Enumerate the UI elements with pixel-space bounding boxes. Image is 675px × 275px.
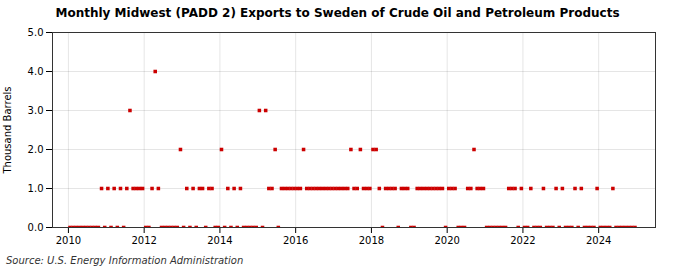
svg-text:2014: 2014 <box>207 235 232 246</box>
svg-text:2.0: 2.0 <box>28 144 44 155</box>
svg-text:2016: 2016 <box>283 235 308 246</box>
svg-text:3.0: 3.0 <box>28 105 44 116</box>
svg-text:2012: 2012 <box>131 235 156 246</box>
svg-text:Thousand Barrels: Thousand Barrels <box>2 86 13 174</box>
svg-text:2024: 2024 <box>586 235 611 246</box>
svg-text:2020: 2020 <box>434 235 459 246</box>
svg-text:1.0: 1.0 <box>28 183 44 194</box>
svg-text:5.0: 5.0 <box>28 27 44 38</box>
html-text:Source: U.S. Energy Informatio: Source: U.S. Energy Information Administ… <box>6 255 244 266</box>
svg-text:4.0: 4.0 <box>28 66 44 77</box>
svg-text:0.0: 0.0 <box>28 222 44 233</box>
svg-text:2022: 2022 <box>510 235 535 246</box>
svg-text:2010: 2010 <box>56 235 81 246</box>
html-text:Monthly Midwest (PADD 2) Expor: Monthly Midwest (PADD 2) Exports to Swed… <box>55 6 620 20</box>
svg-text:2018: 2018 <box>359 235 384 246</box>
